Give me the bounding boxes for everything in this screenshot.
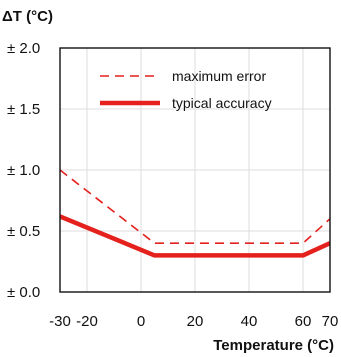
x-axis-title: Temperature (°C)	[213, 337, 334, 354]
x-tick-label: -20	[76, 313, 98, 330]
legend-label-typical-accuracy: typical accuracy	[172, 95, 272, 111]
y-tick-label: ± 0.5	[7, 223, 40, 240]
series-line-maximum-error	[60, 169, 330, 244]
plot-frame	[59, 47, 331, 293]
y-tick-label: ± 0.0	[7, 284, 40, 301]
x-tick-label: 20	[187, 313, 204, 330]
x-tick-label: -30	[49, 313, 71, 330]
y-tick-labels: ± 0.0 ± 0.5 ± 1.0 ± 1.5 ± 2.0	[7, 40, 40, 301]
x-tick-label: 70	[322, 313, 339, 330]
y-tick-label: ± 1.5	[7, 101, 40, 118]
legend-label-maximum-error: maximum error	[172, 68, 266, 84]
x-tick-label: 60	[295, 313, 312, 330]
x-tick-labels: -30 -20 0 20 40 60 70	[49, 313, 338, 330]
y-axis-title: ΔT (°C)	[2, 8, 53, 25]
y-tick-label: ± 2.0	[7, 40, 40, 57]
y-tick-label: ± 1.0	[7, 162, 40, 179]
series-lines	[60, 169, 330, 258]
x-tick-label: 40	[241, 313, 258, 330]
legend: maximum error typical accuracy	[100, 68, 272, 111]
x-tick-label: 0	[137, 313, 145, 330]
series-line-typical-accuracy	[60, 214, 330, 258]
